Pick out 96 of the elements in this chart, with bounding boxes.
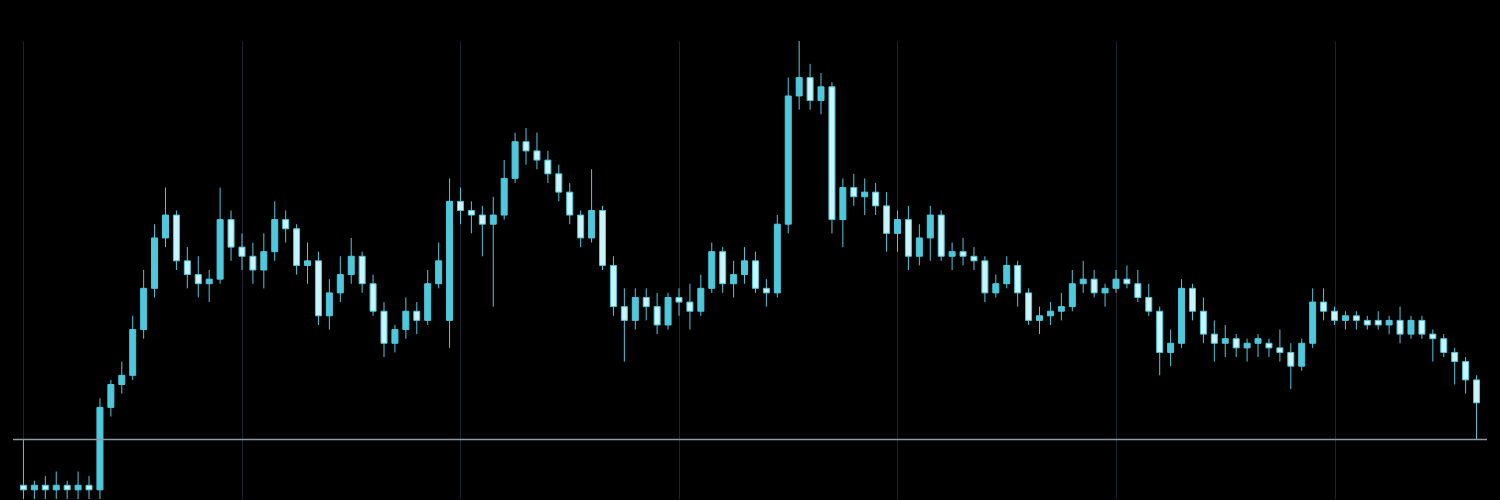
candlestick xyxy=(1473,374,1481,440)
candlestick xyxy=(1101,283,1109,308)
candlestick xyxy=(1407,315,1415,340)
candlestick xyxy=(1112,269,1120,294)
candlestick xyxy=(730,260,738,298)
candlestick xyxy=(325,278,333,331)
candlestick xyxy=(577,209,585,248)
candlestick xyxy=(456,187,464,225)
candlestick xyxy=(959,237,967,266)
candlestick xyxy=(620,287,628,363)
candlestick xyxy=(1188,283,1196,321)
candlestick xyxy=(1331,306,1339,326)
candlestick xyxy=(1079,260,1087,294)
candlestick xyxy=(1243,338,1251,363)
candlestick xyxy=(1068,269,1076,312)
candlestick xyxy=(1210,319,1218,363)
candlestick xyxy=(631,287,639,331)
candlestick xyxy=(194,255,202,298)
candlestick xyxy=(183,246,191,289)
candlestick xyxy=(992,274,1000,298)
candlestick xyxy=(391,324,399,353)
candlestick xyxy=(1145,283,1153,317)
candlestick xyxy=(762,278,770,308)
candlestick xyxy=(249,242,257,285)
candlestick xyxy=(467,200,475,234)
candlestick xyxy=(260,232,268,289)
candlestick xyxy=(741,246,749,285)
candlestick xyxy=(1232,333,1240,358)
candlestick xyxy=(533,132,541,170)
candlestick xyxy=(948,242,956,271)
candlestick xyxy=(1385,315,1393,335)
candlestick xyxy=(1320,287,1328,321)
candlestick xyxy=(1036,306,1044,335)
candlestick xyxy=(697,274,705,317)
candlestick xyxy=(1440,333,1448,358)
candlestick xyxy=(795,40,803,111)
candlestick xyxy=(544,150,552,184)
candlestick xyxy=(1374,310,1382,331)
candlestick xyxy=(850,173,858,207)
candlestick xyxy=(1352,310,1360,331)
candlestick xyxy=(282,209,290,244)
candlestick xyxy=(926,205,934,262)
candlestick xyxy=(489,196,497,308)
candlestick xyxy=(1418,315,1426,340)
candlestick xyxy=(1462,356,1470,395)
candlestick xyxy=(653,292,661,335)
candlestick xyxy=(1298,338,1306,372)
candlestick xyxy=(1057,292,1065,321)
candlestick xyxy=(970,246,978,271)
candlestick xyxy=(19,438,27,500)
candlestick xyxy=(1003,255,1011,289)
candlestick xyxy=(817,72,825,115)
candlestick xyxy=(1199,296,1207,344)
candlestick xyxy=(1254,333,1262,358)
candlestick xyxy=(435,242,443,289)
candlestick xyxy=(304,242,312,285)
candlestick xyxy=(238,232,246,271)
candlestick xyxy=(893,209,901,253)
candlestick xyxy=(413,301,421,335)
candlestick xyxy=(1287,342,1295,390)
candlestick xyxy=(686,283,694,331)
candlestick xyxy=(1221,324,1229,358)
candlestick xyxy=(1090,269,1098,298)
candlestick xyxy=(1429,329,1437,363)
candlestick xyxy=(347,237,355,285)
candlestick xyxy=(63,480,71,500)
candlestick xyxy=(336,255,344,303)
candlestick xyxy=(872,182,880,216)
candlestick xyxy=(402,296,410,340)
candlestick xyxy=(30,480,38,500)
candlestick xyxy=(1341,310,1349,331)
candlestick xyxy=(861,177,869,216)
candlestick xyxy=(85,475,93,500)
candlestick xyxy=(806,63,814,111)
candlestick xyxy=(1167,329,1175,367)
candlestick xyxy=(1134,269,1142,303)
candlestick xyxy=(161,187,169,248)
candlestick xyxy=(478,205,486,257)
candlestick xyxy=(41,475,49,500)
candlestick xyxy=(915,223,923,266)
candlestick xyxy=(675,287,683,317)
candlestick xyxy=(522,127,530,166)
candlestick xyxy=(1046,301,1054,326)
candlestick xyxy=(52,471,60,500)
candlestick xyxy=(107,379,115,418)
candlestick xyxy=(1396,306,1404,344)
candlestick xyxy=(205,269,213,303)
candlestick xyxy=(1276,329,1284,363)
candlestick xyxy=(1265,338,1273,358)
candlestick xyxy=(566,182,574,225)
candlestick xyxy=(555,164,563,202)
candlestick xyxy=(1123,264,1131,289)
candlestick xyxy=(74,471,82,500)
candlestick xyxy=(118,361,126,395)
candlestick xyxy=(642,287,650,321)
candlestick xyxy=(1451,347,1459,385)
